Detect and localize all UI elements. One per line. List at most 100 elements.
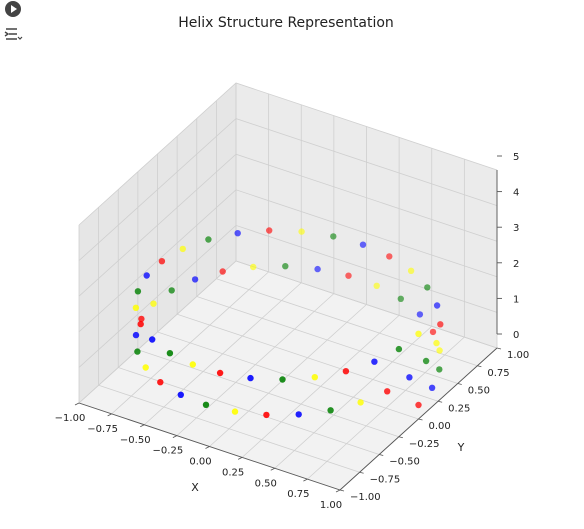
helix-point (342, 368, 350, 375)
x-tick (335, 489, 341, 493)
play-circle-icon[interactable] (3, 0, 23, 18)
helix-point (282, 263, 289, 270)
x-axis-label: X (191, 481, 199, 494)
helix-point (143, 272, 150, 279)
helix-point (407, 267, 415, 274)
helix-point (424, 284, 431, 291)
helix-point (397, 295, 404, 302)
z-tick-label: 3 (513, 223, 519, 234)
helix-point (250, 263, 257, 271)
y-tick (477, 365, 482, 368)
y-tick-label: 0.25 (448, 403, 470, 414)
cell-toolbar (0, 0, 28, 50)
z-tick-label: 1 (513, 294, 519, 305)
helix-point (314, 265, 321, 273)
helix-point (216, 369, 224, 377)
helix-point (357, 399, 364, 406)
helix-point (149, 336, 156, 343)
output-toggle-icon[interactable] (3, 25, 23, 43)
helix-point (429, 328, 437, 336)
helix-point (384, 388, 391, 395)
chart-title: Helix Structure Representation (178, 15, 394, 31)
y-tick-label: −0.25 (409, 439, 440, 450)
helix-point (219, 268, 226, 275)
helix-point (415, 401, 422, 409)
helix-point (406, 374, 413, 381)
z-tick-label: 2 (513, 259, 519, 270)
x-tick-label: 0.00 (189, 457, 211, 468)
helix-point (189, 361, 196, 368)
helix-point (137, 320, 144, 328)
helix-point (234, 230, 241, 237)
grid-line (78, 260, 498, 404)
helix-point (202, 401, 210, 408)
x-tick (205, 446, 210, 449)
helix-point (436, 366, 443, 373)
helix-point (132, 304, 140, 311)
helix-point (298, 228, 305, 235)
helix-point (205, 236, 212, 243)
grid-line (78, 189, 498, 333)
helix-point (279, 376, 286, 383)
helix-point (437, 321, 444, 328)
y-tick-label: −1.00 (350, 492, 381, 503)
x-tick-label: 0.50 (255, 478, 277, 489)
grid-line (78, 153, 498, 297)
y-tick-label: −0.50 (389, 457, 420, 468)
helix-point (247, 374, 254, 382)
helix-point (134, 348, 141, 355)
helix-point (433, 339, 440, 347)
x-tick (74, 402, 80, 406)
helix-point (373, 282, 380, 289)
helix-point (416, 311, 424, 318)
helix-point (177, 391, 184, 398)
y-tick (418, 418, 423, 421)
helix-point (295, 411, 302, 418)
helix-point (134, 288, 142, 295)
z-tick-label: 4 (513, 188, 519, 199)
grid-line (78, 82, 498, 226)
x-tick-label: 0.25 (222, 467, 244, 478)
x-tick-label: −0.50 (120, 435, 151, 446)
y-tick (379, 454, 384, 456)
helix-point (166, 350, 174, 357)
x-tick (303, 478, 308, 482)
helix-point (191, 276, 199, 283)
helix-point (142, 364, 149, 371)
helix-point (150, 300, 157, 307)
y-tick (359, 471, 364, 474)
z-tick-label: 0 (513, 330, 519, 341)
grid-line (78, 224, 498, 368)
helix-point (436, 347, 443, 354)
helix-point (433, 302, 441, 309)
y-tick (339, 489, 345, 492)
y-tick-label: 0.50 (468, 386, 490, 397)
helix-point (138, 315, 145, 323)
x-tick-label: −0.75 (87, 424, 118, 435)
y-tick (398, 436, 403, 439)
x-tick (237, 456, 243, 460)
helix-point (386, 253, 393, 260)
helix-point (371, 358, 378, 365)
z-tick-label: 5 (513, 152, 519, 163)
helix-point (415, 330, 422, 337)
helix-point (263, 411, 270, 419)
helix-point (157, 379, 164, 386)
x-tick (270, 467, 275, 471)
y-tick (457, 383, 462, 385)
helix-point (158, 258, 166, 265)
x-tick-label: −1.00 (55, 413, 86, 424)
y-tick-label: −0.75 (370, 474, 401, 485)
y-axis-label: Y (457, 441, 465, 454)
y-tick-label: 0.00 (429, 421, 451, 432)
y-tick (496, 347, 502, 350)
grid-line (78, 118, 498, 261)
x-tick (172, 435, 178, 439)
helix-point (179, 245, 186, 253)
helix-point (428, 384, 436, 391)
x-tick-label: −0.25 (153, 446, 184, 457)
y-tick (438, 400, 443, 403)
helix-point (395, 345, 403, 353)
helix-point (330, 233, 337, 240)
